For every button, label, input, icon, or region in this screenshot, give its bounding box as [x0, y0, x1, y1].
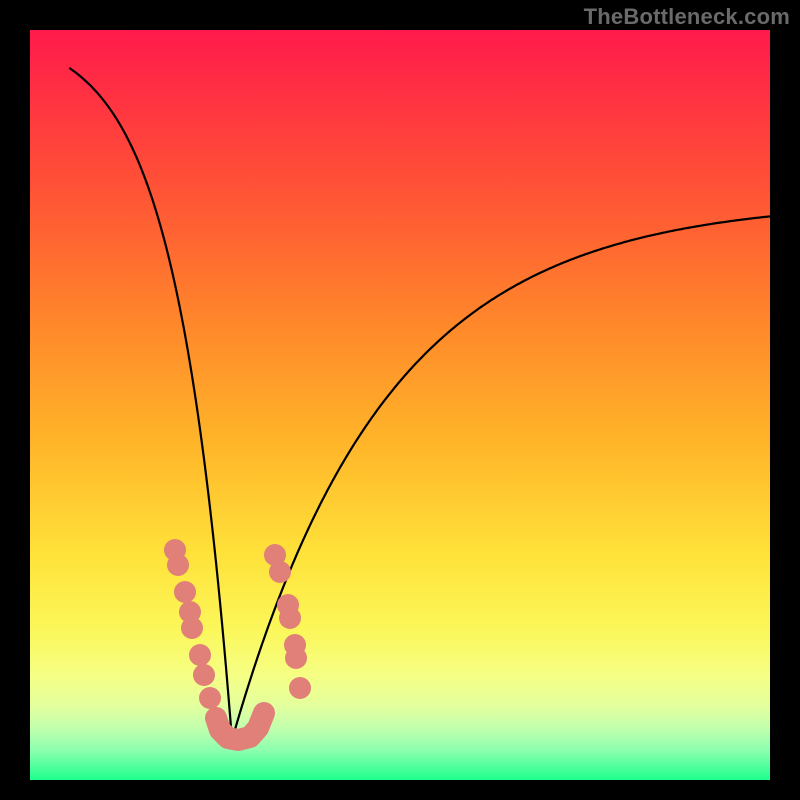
plot-background	[30, 30, 770, 780]
marker-left	[199, 687, 221, 709]
marker-right	[289, 677, 311, 699]
marker-left	[174, 581, 196, 603]
marker-right	[285, 647, 307, 669]
watermark-text: TheBottleneck.com	[584, 4, 790, 30]
marker-left	[189, 644, 211, 666]
marker-right	[279, 607, 301, 629]
marker-left	[193, 664, 215, 686]
marker-left	[167, 554, 189, 576]
marker-left	[181, 617, 203, 639]
marker-right	[269, 561, 291, 583]
